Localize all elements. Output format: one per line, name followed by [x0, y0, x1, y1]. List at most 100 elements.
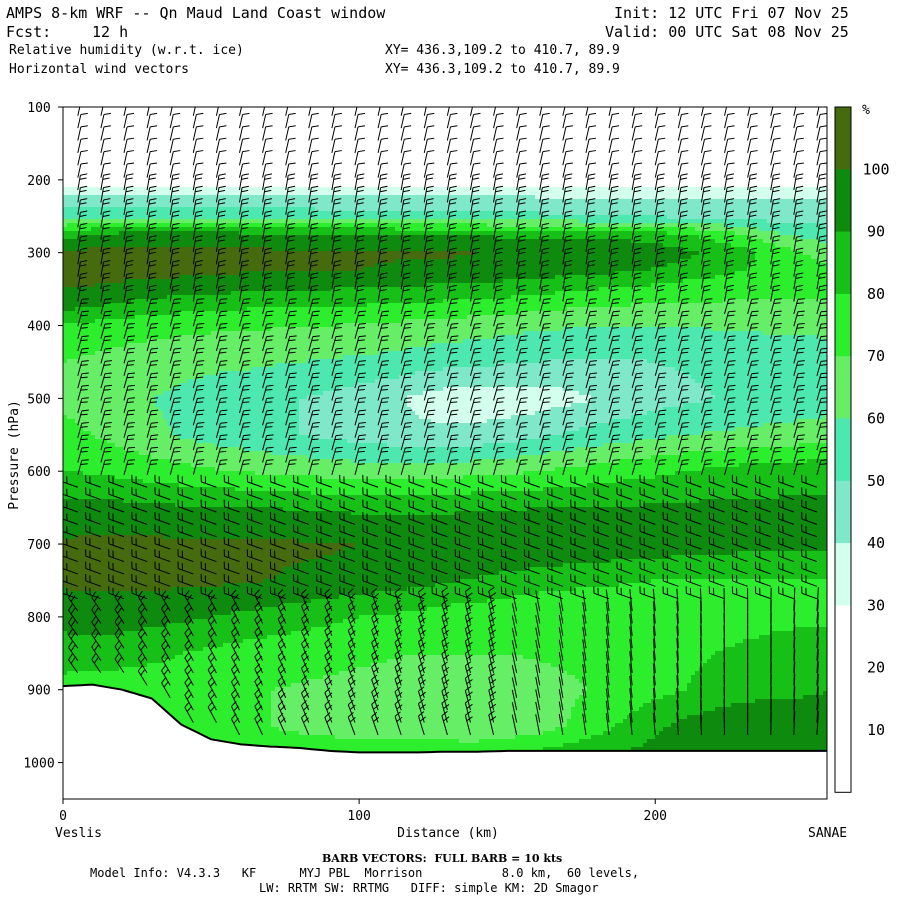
rh-cell	[147, 475, 152, 480]
rh-cell	[167, 247, 172, 252]
rh-cell	[111, 231, 116, 236]
rh-cell	[163, 211, 168, 216]
rh-cell	[75, 667, 80, 672]
rh-cell	[167, 683, 172, 688]
rh-cell	[155, 539, 160, 544]
rh-cell	[155, 599, 160, 604]
rh-cell	[131, 363, 136, 368]
rh-cell	[155, 607, 160, 612]
rh-cell	[167, 211, 172, 216]
rh-cell	[127, 623, 132, 628]
rh-cell	[107, 395, 112, 400]
rh-cell	[91, 459, 96, 464]
rh-cell	[83, 507, 88, 512]
rh-cell	[103, 467, 108, 472]
rh-cell	[151, 107, 156, 112]
rh-cell	[167, 483, 172, 488]
rh-cell	[167, 531, 172, 536]
rh-cell	[107, 451, 112, 456]
rh-cell	[119, 175, 124, 180]
rh-cell	[131, 667, 136, 672]
rh-cell	[87, 631, 92, 636]
rh-cell	[119, 179, 124, 184]
rh-cell	[171, 507, 176, 512]
rh-cell	[115, 459, 120, 464]
rh-cell	[155, 135, 160, 140]
rh-cell	[171, 171, 176, 176]
rh-cell	[131, 627, 136, 632]
rh-cell	[99, 143, 104, 148]
rh-cell	[127, 203, 132, 208]
rh-cell	[115, 315, 120, 320]
rh-cell	[107, 611, 112, 616]
rh-cell	[127, 179, 132, 184]
rh-cell	[99, 627, 104, 632]
rh-cell	[155, 459, 160, 464]
rh-cell	[171, 407, 176, 412]
rh-cell	[155, 319, 160, 324]
rh-cell	[139, 419, 144, 424]
rh-cell	[167, 339, 172, 344]
rh-cell	[171, 359, 176, 364]
rh-cell	[75, 119, 80, 124]
rh-cell	[147, 491, 152, 496]
rh-cell	[155, 407, 160, 412]
rh-cell	[119, 423, 124, 428]
rh-cell	[83, 267, 88, 272]
rh-cell	[79, 319, 84, 324]
rh-cell	[159, 259, 164, 264]
rh-cell	[63, 575, 68, 580]
rh-cell	[127, 123, 132, 128]
rh-cell	[107, 315, 112, 320]
rh-cell	[171, 699, 176, 704]
rh-cell	[71, 555, 76, 560]
rh-cell	[147, 307, 152, 312]
rh-cell	[99, 367, 104, 372]
rh-cell	[99, 399, 104, 404]
rh-cell	[107, 627, 112, 632]
rh-cell	[175, 331, 180, 336]
rh-cell	[155, 283, 160, 288]
rh-cell	[75, 655, 80, 660]
rh-cell	[151, 351, 156, 356]
rh-cell	[99, 623, 104, 628]
rh-cell	[127, 119, 132, 124]
rh-cell	[95, 519, 100, 524]
xy-coords-1: XY= 436.3,109.2 to 410.7, 89.9	[385, 44, 620, 58]
rh-cell	[119, 367, 124, 372]
rh-cell	[99, 115, 104, 120]
rh-cell	[159, 691, 164, 696]
rh-cell	[135, 215, 140, 220]
rh-cell	[67, 135, 72, 140]
rh-cell	[163, 695, 168, 700]
rh-cell	[159, 395, 164, 400]
rh-cell	[71, 383, 76, 388]
rh-cell	[159, 695, 164, 700]
rh-cell	[71, 275, 76, 280]
rh-cell	[147, 523, 152, 528]
rh-cell	[83, 135, 88, 140]
rh-cell	[87, 607, 92, 612]
rh-cell	[87, 255, 92, 260]
rh-cell	[111, 271, 116, 276]
rh-cell	[127, 663, 132, 668]
rh-cell	[79, 139, 84, 144]
rh-cell	[127, 579, 132, 584]
rh-cell	[147, 271, 152, 276]
rh-cell	[115, 351, 120, 356]
rh-cell	[115, 583, 120, 588]
rh-cell	[127, 471, 132, 476]
rh-cell	[75, 435, 80, 440]
rh-cell	[171, 403, 176, 408]
rh-cell	[91, 615, 96, 620]
rh-cell	[135, 375, 140, 380]
rh-cell	[155, 203, 160, 208]
rh-cell	[163, 623, 168, 628]
rh-cell	[111, 547, 116, 552]
rh-cell	[67, 663, 72, 668]
rh-cell	[71, 635, 76, 640]
rh-cell	[135, 611, 140, 616]
rh-cell	[151, 183, 156, 188]
rh-cell	[175, 155, 180, 160]
rh-cell	[139, 215, 144, 220]
